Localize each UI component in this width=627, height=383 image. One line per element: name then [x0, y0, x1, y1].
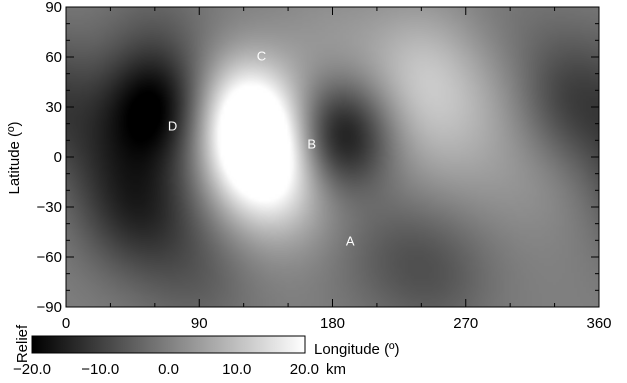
- heatmap-raster: [66, 7, 599, 307]
- colorbar-title: Relief: [14, 324, 31, 363]
- colorbar: Relief −20.0 −10.0 0.0 10.0 20.0 km: [13, 324, 346, 378]
- x-tick-label: 180: [320, 315, 345, 332]
- relief-heatmap: [66, 7, 599, 307]
- annotation-label: A: [346, 233, 355, 248]
- y-tick-label: 0: [54, 149, 62, 166]
- annotation-label: C: [257, 48, 266, 63]
- x-tick-label: 90: [191, 315, 208, 332]
- colorbar-tick-label: 10.0: [222, 361, 251, 378]
- y-tick-label: 60: [45, 49, 62, 66]
- x-axis-title: Longitude (º): [314, 341, 400, 358]
- annotation-label: B: [307, 137, 316, 152]
- y-tick-label: 90: [45, 0, 62, 16]
- colorbar-tick-label: −10.0: [81, 361, 119, 378]
- colorbar-tick-label: 0.0: [158, 361, 179, 378]
- colorbar-tick-label: −20.0: [13, 361, 51, 378]
- y-tick-label: −90: [37, 299, 62, 316]
- y-tick-label: −30: [37, 199, 62, 216]
- annotation-label: D: [168, 118, 177, 133]
- y-tick-label: −60: [37, 249, 62, 266]
- colorbar-tick-labels: −20.0 −10.0 0.0 10.0 20.0: [13, 361, 319, 378]
- colorbar-gradient: [31, 335, 306, 354]
- plot-area: 0 90 180 270 360 90 60 30 0 −30 −60 −90 A B C D: [37, 0, 612, 332]
- map-annotations: A B C D: [168, 48, 355, 248]
- x-tick-label: 360: [586, 315, 611, 332]
- colorbar-unit: km: [326, 361, 346, 378]
- y-tick-label: 30: [45, 99, 62, 116]
- x-tick-label: 0: [62, 315, 70, 332]
- axis-ticks: 0 90 180 270 360 90 60 30 0 −30 −60 −90: [37, 0, 612, 332]
- colorbar-tick-label: 20.0: [290, 361, 319, 378]
- x-tick-label: 270: [453, 315, 478, 332]
- y-axis-title: Latitude (º): [6, 121, 23, 194]
